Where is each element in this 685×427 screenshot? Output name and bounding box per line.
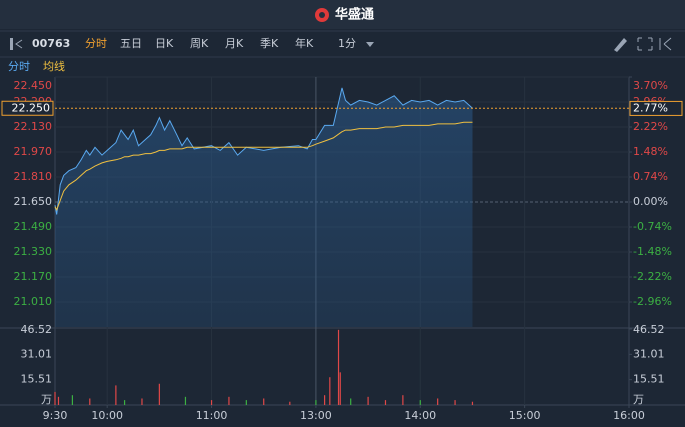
volume-bar [57, 396, 60, 405]
y-tick-label: 22.130 [14, 120, 53, 133]
volume-bar [367, 396, 369, 405]
volume-bar [71, 395, 73, 405]
volume-bar [54, 391, 56, 405]
x-tick-label: 9:30 [43, 409, 68, 422]
volume-bar [419, 400, 421, 405]
stock-code: 00763 [32, 37, 70, 50]
volume-bar [471, 401, 474, 405]
y2-tick-label: -1.48% [633, 245, 672, 258]
last-change-label: 2.77% [633, 101, 668, 114]
volume-tick-label: 46.52 [21, 323, 53, 336]
volume-tick-label: 31.01 [21, 347, 53, 360]
volume-unit-right: 万 [633, 393, 644, 406]
interval-select[interactable]: 1分 [338, 37, 356, 50]
average-line [54, 121, 473, 211]
period-tab[interactable]: 五日 [120, 37, 142, 50]
x-tick-label: 15:00 [509, 409, 541, 422]
volume-bar [337, 329, 340, 405]
volume-bar [384, 400, 387, 405]
volume-bar [289, 401, 291, 405]
period-tab[interactable]: 年K [295, 36, 314, 50]
y2-tick-label: 0.00% [633, 195, 668, 208]
volume-bar [329, 377, 331, 405]
dropdown-arrow[interactable] [366, 42, 374, 47]
volume-bar [324, 395, 326, 405]
period-tab[interactable]: 分时 [85, 37, 107, 50]
volume-bar [89, 398, 91, 405]
volume-bar [184, 396, 187, 405]
logo-text: 华盛通 [335, 7, 374, 23]
volume-bar [115, 385, 117, 405]
volume-tick-label-right: 15.51 [633, 373, 665, 386]
chart: 22.45022.29022.13021.97021.81021.65021.4… [0, 76, 685, 422]
y-tick-label: 21.810 [14, 170, 53, 183]
y-tick-label: 21.490 [14, 220, 53, 233]
volume-tick-label: 15.51 [21, 373, 53, 386]
y2-tick-label: 3.70% [633, 79, 668, 92]
expand-icon[interactable] [659, 37, 672, 51]
volume-bar [245, 400, 247, 405]
last-price-label: 22.250 [12, 101, 51, 114]
volume-bar [263, 398, 265, 405]
collapse-arrow[interactable] [15, 39, 23, 49]
last-price-box [1, 100, 54, 116]
legend-entry: 均线 [43, 59, 65, 73]
y2-tick-label: 0.74% [633, 170, 668, 183]
volume-bar [339, 372, 341, 405]
volume-bar [123, 400, 126, 405]
y2-tick-label: 2.22% [633, 120, 668, 133]
y-tick-label: 21.330 [14, 245, 53, 258]
logo-icon-hole [319, 12, 325, 18]
period-tab[interactable]: 日K [155, 37, 174, 50]
y-tick-label: 21.170 [14, 270, 53, 283]
draw-icon[interactable] [614, 38, 627, 52]
y2-tick-label: 1.48% [633, 145, 668, 158]
volume-bar [315, 400, 317, 405]
y-tick-label: 21.970 [14, 145, 53, 158]
fullscreen-icon[interactable] [637, 37, 653, 51]
volume-bar [454, 400, 456, 405]
y2-tick-label: -2.22% [633, 270, 672, 283]
period-tabs: 分时 五日 日K 周K 月K 季K 年K [85, 36, 314, 50]
y2-tick-label: -0.74% [633, 220, 672, 233]
volume-bar [228, 396, 230, 405]
legend-entry: 分时 [8, 60, 30, 73]
period-tab[interactable]: 月K [225, 37, 244, 50]
x-tick-label: 13:00 [300, 409, 332, 422]
x-tick-label: 11:00 [196, 409, 228, 422]
x-tick-label: 14:00 [404, 409, 436, 422]
volume-bar [402, 395, 404, 405]
volume-bar [437, 398, 439, 405]
price-area [55, 87, 473, 328]
volume-bar [158, 383, 160, 405]
volume-tick-label-right: 46.52 [633, 323, 665, 336]
period-tab[interactable]: 季K [260, 37, 279, 50]
top-bar [0, 0, 685, 29]
collapse-icon[interactable] [10, 38, 13, 50]
volume-unit: 万 [41, 393, 52, 406]
y-tick-label: 21.010 [14, 295, 53, 308]
x-tick-label: 10:00 [91, 409, 123, 422]
volume-bar [350, 398, 352, 405]
legend: 分时 均线 [8, 59, 65, 73]
y-tick-label: 22.450 [14, 79, 53, 92]
period-tab[interactable]: 周K [190, 37, 209, 50]
y2-tick-label: -2.96% [633, 295, 672, 308]
price-line [54, 87, 473, 215]
volume-bar [210, 400, 213, 405]
x-tick-label: 16:00 [613, 409, 645, 422]
last-change-box [629, 100, 683, 116]
volume-bar [141, 398, 143, 405]
volume-tick-label-right: 31.01 [633, 347, 665, 360]
y-tick-label: 21.650 [14, 195, 53, 208]
